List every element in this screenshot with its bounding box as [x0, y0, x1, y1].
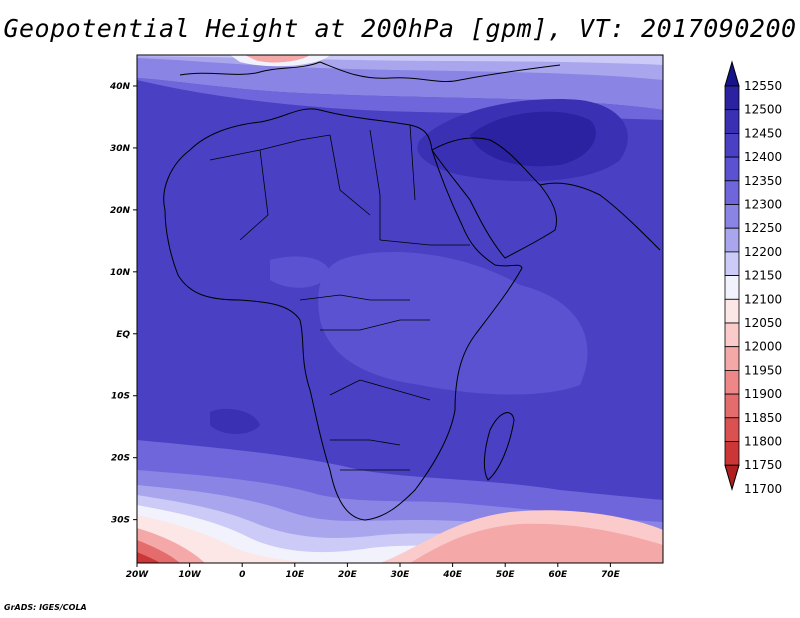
colorbar-swatch: [724, 132, 740, 158]
colorbar-level-label: 12150: [744, 269, 782, 283]
colorbar-swatch: [724, 441, 740, 466]
lon-tick-label: 60E: [548, 570, 568, 580]
colorbar-level-label: 11950: [744, 363, 782, 377]
colorbar-swatch: [724, 346, 740, 371]
colorbar-bottom-arrow: [724, 464, 740, 491]
colorbar-level-label: 12200: [744, 245, 782, 259]
lat-tick-label: EQ: [116, 330, 130, 340]
lon-tick-label: 10E: [285, 570, 305, 580]
lat-tick-label: 20N: [110, 206, 131, 216]
height-field: [137, 55, 663, 563]
colorbar-swatch: [724, 204, 740, 229]
colorbar-swatch: [724, 109, 740, 134]
colorbar-level-label: 12350: [744, 174, 782, 188]
arabia-outline: [431, 137, 557, 259]
lon-tick-label: 30E: [391, 570, 411, 580]
colorbar-level-label: 12400: [744, 150, 782, 164]
colorbar-swatch: [724, 369, 740, 395]
madagascar-outline: [483, 412, 515, 481]
colorbar-level-label: 12500: [744, 103, 782, 117]
lat-tick-label: 30S: [111, 516, 130, 526]
colorbar-level-label: 12100: [744, 292, 782, 306]
lon-tick-label: 20E: [338, 570, 358, 580]
lat-tick-label: 20S: [111, 454, 130, 464]
colorbar-swatch: [724, 275, 740, 300]
colorbar-level-label: 12550: [744, 79, 782, 93]
colorbar-level-label: 11850: [744, 411, 782, 425]
colorbar-swatch: [724, 227, 740, 253]
lon-tick-label: 10W: [178, 570, 202, 580]
colorbar-level-label: 11750: [744, 458, 782, 472]
colorbar-swatch: [724, 85, 740, 111]
asia-outline: [539, 182, 661, 251]
colorbar-swatch: [724, 417, 740, 442]
lat-tick-label: 10N: [110, 268, 131, 278]
colorbar-top-arrow: [724, 60, 740, 87]
colorbar-level-label: 12050: [744, 316, 782, 330]
lon-tick-label: 40E: [442, 570, 463, 580]
colorbar-level-label: 12450: [744, 126, 782, 140]
lat-tick-label: 30N: [110, 144, 131, 154]
europe-outline: [179, 61, 561, 83]
colorbar-swatch: [724, 322, 740, 348]
lon-tick-label: 0: [239, 570, 245, 580]
lon-tick-label: 50E: [496, 570, 516, 580]
colorbar-level-label: 12250: [744, 221, 782, 235]
colorbar-swatch: [724, 298, 740, 324]
africa-outline: [163, 108, 523, 521]
colorbar: 12550 12500 12450 12400 12350 12300 12250 12200…: [724, 60, 782, 496]
colorbar-swatch: [724, 251, 740, 276]
colorbar-level-label: 12300: [744, 198, 782, 212]
lon-tick-label: 70E: [601, 570, 621, 580]
colorbar-swatch: [724, 393, 740, 419]
colorbar-level-label: 11700: [744, 482, 782, 496]
axis-ticks: 20W 10W 0 10E 20E 30E 40E 50E 60E 70E 40N 30N 20N 10N…: [109, 82, 621, 580]
colorbar-level-label: 11900: [744, 387, 782, 401]
lon-tick-label: 20W: [126, 570, 150, 580]
lat-tick-label: 40N: [109, 82, 131, 92]
country-borders: [209, 124, 470, 471]
colorbar-swatch: [724, 180, 740, 205]
colorbar-swatch: [724, 156, 740, 182]
lat-tick-label: 10S: [111, 392, 130, 402]
colorbar-level-label: 12000: [744, 340, 782, 354]
colorbar-level-label: 11800: [744, 435, 782, 449]
chart-title: Geopotential Height at 200hPa [gpm], VT:…: [3, 14, 797, 43]
credit-text: GrADS: IGES/COLA: [4, 603, 87, 612]
